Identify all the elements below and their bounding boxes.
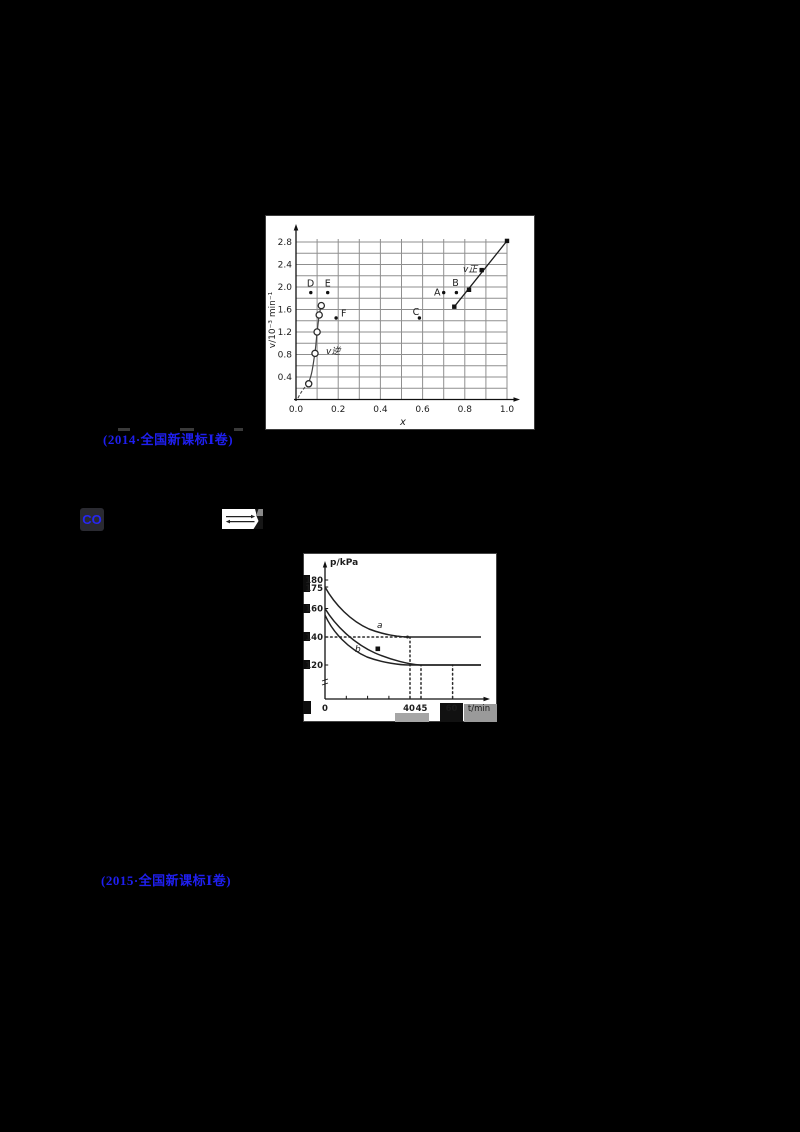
svg-text:120: 120: [305, 661, 323, 671]
svg-text:0.4: 0.4: [278, 373, 293, 383]
svg-text:0.6: 0.6: [415, 405, 430, 415]
y-tick-labels: 180 175 160 140 120: [305, 576, 323, 671]
pressure-vs-time-chart-image[interactable]: a b 180 175 160 140 120 0 40 45 60 p/kPa…: [303, 553, 497, 722]
x-axis-arrow: [483, 696, 490, 702]
y-axis-title: v/10⁻³ min⁻¹: [268, 291, 278, 348]
svg-text:2.0: 2.0: [278, 283, 293, 293]
bottom-right-gray-artifact: [464, 704, 497, 722]
svg-text:40: 40: [403, 704, 415, 714]
highlight-smudge: [234, 428, 243, 431]
svg-text:2.8: 2.8: [278, 238, 293, 248]
curve-b-label: b: [355, 645, 361, 655]
labeled-point-dots: [309, 290, 459, 320]
highlight-smudge: [180, 428, 194, 431]
svg-text:C: C: [413, 307, 420, 318]
edge-artifacts: [303, 575, 311, 714]
bottom-gray-artifact: [395, 713, 429, 722]
v-forward-line: [453, 240, 508, 308]
svg-text:45: 45: [416, 704, 428, 714]
curve-middle: [324, 608, 481, 666]
svg-text:175: 175: [305, 584, 323, 594]
svg-text:0.4: 0.4: [373, 405, 388, 415]
svg-text:140: 140: [305, 633, 323, 643]
svg-text:D: D: [307, 279, 314, 290]
bottom-black-artifact: [440, 703, 463, 722]
svg-text:0.2: 0.2: [331, 405, 345, 415]
svg-text:E: E: [325, 279, 331, 290]
x-axis-arrow: [513, 397, 520, 402]
equilibrium-arrows-icon: [225, 509, 263, 529]
svg-text:160: 160: [305, 605, 323, 615]
svg-text:0.8: 0.8: [458, 405, 473, 415]
chart-frame: [265, 215, 535, 430]
highlighted-term-badge[interactable]: CO: [80, 508, 104, 531]
axis-break-mark: [321, 678, 329, 686]
svg-text:B: B: [452, 278, 459, 289]
svg-text:2.4: 2.4: [278, 261, 293, 271]
x-axis-title: x: [399, 417, 406, 428]
svg-text:0: 0: [322, 704, 328, 714]
svg-text:60: 60: [446, 704, 458, 714]
v-forward-label: v正: [463, 265, 478, 275]
y-tick-labels: 0.4 0.8 1.2 1.6 2.0 2.4 2.8: [278, 238, 293, 383]
x-axis-title: t/min: [468, 704, 490, 714]
svg-text:A: A: [434, 288, 441, 299]
y-axis-arrow: [293, 224, 299, 231]
svg-text:1.6: 1.6: [278, 306, 293, 316]
rate-vs-x-chart: 0.0 0.2 0.4 0.6 0.8 1.0 0.4 0.8 1.2 1.6 …: [265, 215, 535, 430]
pressure-vs-time-chart: a b 180 175 160 140 120 0 40 45 60 p/kPa…: [303, 553, 497, 722]
x-tick-labels: 0 40 45 60: [322, 704, 457, 714]
rate-vs-x-chart-image[interactable]: 0.0 0.2 0.4 0.6 0.8 1.0 0.4 0.8 1.2 1.6 …: [265, 215, 535, 430]
svg-text:1.2: 1.2: [278, 328, 292, 338]
svg-text:1.0: 1.0: [500, 405, 515, 415]
v-reverse-curve-dashed-start: [297, 384, 308, 399]
labeled-point-labels: D E F C A B: [307, 278, 459, 320]
axes: [294, 229, 515, 401]
svg-text:F: F: [341, 309, 346, 320]
pressure-curves: [324, 586, 481, 666]
equation-image: ⇌: [222, 509, 263, 529]
y-axis-arrow: [322, 561, 328, 568]
svg-text:0.0: 0.0: [289, 405, 304, 415]
v-forward-points: [452, 238, 510, 309]
citation-link-first[interactable]: (2014·全国新课标Ⅰ卷): [103, 432, 234, 447]
curve-a-label: a: [377, 621, 383, 631]
curve-b: [324, 614, 481, 666]
svg-text:0.8: 0.8: [278, 351, 293, 361]
svg-text:180: 180: [305, 576, 323, 586]
x-tick-labels: 0.0 0.2 0.4 0.6 0.8 1.0: [289, 405, 515, 415]
highlight-smudge: [118, 428, 130, 431]
grid-lines: [296, 239, 508, 400]
citation-link-second[interactable]: (2015·全国新课标Ⅰ卷): [101, 873, 232, 888]
curve-a: [324, 586, 481, 638]
v-reverse-points: [304, 301, 326, 388]
y-axis-title: p/kPa: [330, 558, 358, 568]
v-reverse-label: v逆: [326, 346, 342, 357]
square-marker: [375, 646, 381, 652]
